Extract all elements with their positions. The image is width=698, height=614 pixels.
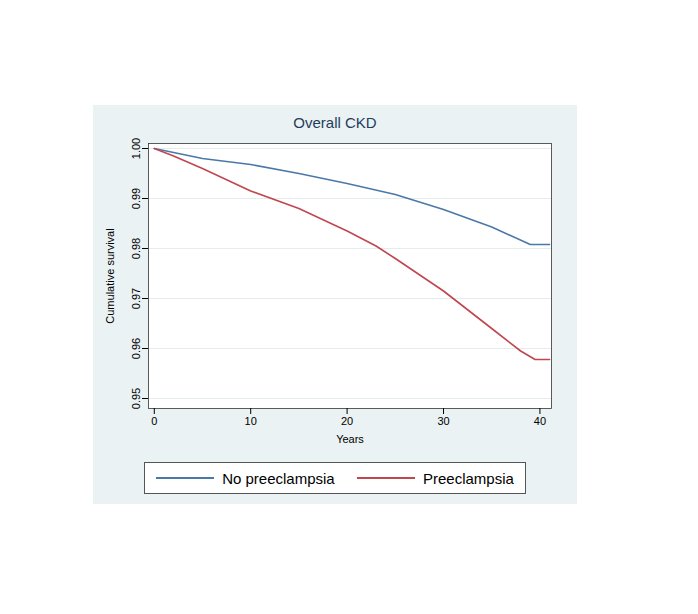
svg-text:30: 30 (437, 415, 449, 427)
svg-text:Years: Years (336, 433, 364, 445)
svg-text:0.99: 0.99 (130, 188, 142, 209)
svg-text:0.96: 0.96 (130, 338, 142, 359)
svg-text:0: 0 (151, 415, 157, 427)
svg-text:Cumulative survival: Cumulative survival (104, 228, 116, 323)
svg-text:0.95: 0.95 (130, 388, 142, 409)
svg-text:20: 20 (341, 415, 353, 427)
html-text:Overall CKD: Overall CKD (293, 114, 377, 131)
svg-text:1.00: 1.00 (130, 138, 142, 159)
svg-text:10: 10 (245, 415, 257, 427)
html-text:Preeclampsia: Preeclampsia (423, 469, 514, 487)
svg-text:0.97: 0.97 (130, 288, 142, 309)
html-text:No preeclampsia: No preeclampsia (222, 469, 335, 487)
svg-text:0.98: 0.98 (130, 238, 142, 259)
svg-text:40: 40 (534, 415, 546, 427)
